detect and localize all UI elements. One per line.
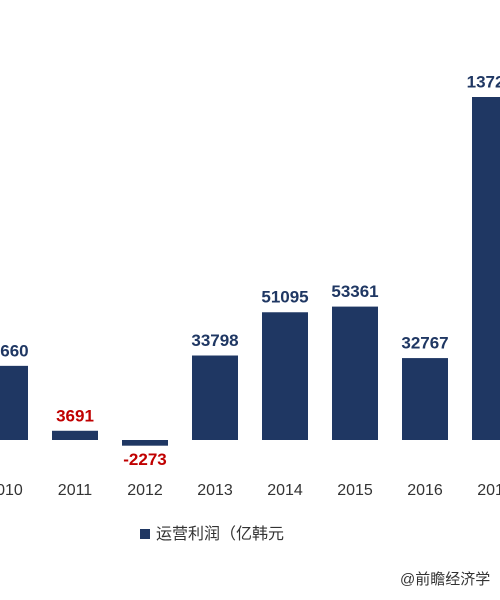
bar bbox=[0, 365, 28, 440]
bar bbox=[262, 312, 308, 440]
x-tick-label: 2014 bbox=[267, 482, 303, 499]
bar bbox=[472, 97, 500, 440]
source: @前瞻经济学 bbox=[400, 571, 490, 588]
x-tick-label: 2012 bbox=[127, 482, 163, 499]
value-label: 137200 bbox=[467, 72, 500, 91]
bar bbox=[402, 358, 448, 440]
value-label: 3691 bbox=[56, 406, 94, 425]
legend-swatch bbox=[140, 529, 150, 539]
x-tick-label: 2013 bbox=[197, 482, 233, 499]
value-label: 32767 bbox=[401, 334, 448, 353]
value-label: 53361 bbox=[331, 282, 378, 301]
x-tick-label: 2016 bbox=[407, 482, 443, 499]
value-label: -2273 bbox=[123, 450, 166, 469]
value-label: 51095 bbox=[261, 288, 308, 307]
legend-label: 运营利润（亿韩元 bbox=[156, 525, 284, 543]
value-label: 29660 bbox=[0, 341, 29, 360]
x-tick-label: 2017 bbox=[477, 482, 500, 499]
bar bbox=[52, 430, 98, 440]
bar bbox=[192, 355, 238, 440]
bar bbox=[122, 440, 168, 446]
x-tick-label: 2015 bbox=[337, 482, 373, 499]
value-label: 33798 bbox=[191, 331, 238, 350]
bar bbox=[332, 306, 378, 440]
x-tick-label: 2011 bbox=[58, 482, 93, 499]
x-tick-label: 2010 bbox=[0, 482, 23, 499]
